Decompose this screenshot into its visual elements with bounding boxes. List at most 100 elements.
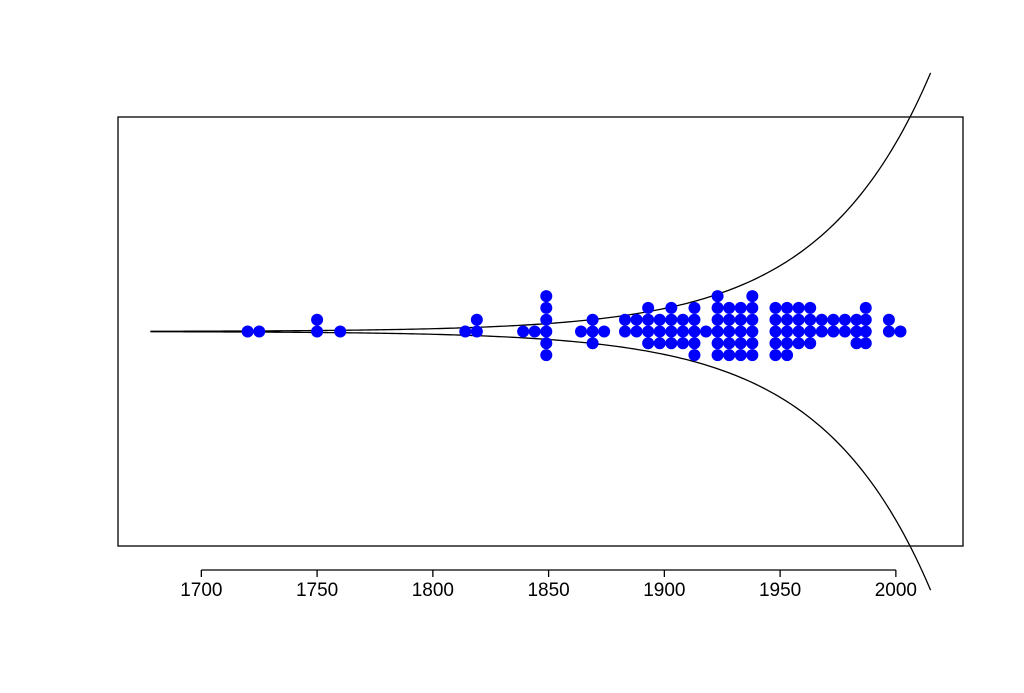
x-axis: 1700 1750 1800 1850 1900 1950 2000 (180, 569, 917, 601)
data-point (642, 337, 655, 350)
data-point (781, 349, 794, 362)
data-point (723, 337, 736, 350)
data-point (311, 313, 324, 326)
data-point (665, 301, 678, 314)
data-point (804, 313, 817, 326)
data-point (769, 301, 782, 314)
data-point (792, 301, 805, 314)
x-tick-label: 1700 (180, 580, 222, 601)
data-point (459, 325, 472, 338)
data-point (688, 313, 701, 326)
data-point (311, 325, 324, 338)
x-tick-label: 2000 (875, 580, 917, 601)
data-point (769, 349, 782, 362)
x-tick-label: 1950 (759, 580, 801, 601)
data-point (586, 313, 599, 326)
data-point (723, 349, 736, 362)
data-point (676, 325, 689, 338)
data-point (838, 325, 851, 338)
data-point (711, 337, 724, 350)
data-point (688, 325, 701, 338)
data-point (769, 325, 782, 338)
data-point (676, 337, 689, 350)
data-point (792, 313, 805, 326)
data-point (540, 349, 553, 362)
data-point (746, 349, 759, 362)
data-point (838, 313, 851, 326)
data-point (586, 337, 599, 350)
data-point (653, 325, 666, 338)
data-point (769, 337, 782, 350)
data-point (528, 325, 541, 338)
data-point (630, 325, 643, 338)
data-point (665, 325, 678, 338)
data-point (653, 337, 666, 350)
data-point (470, 325, 483, 338)
data-point (804, 325, 817, 338)
data-point (859, 301, 872, 314)
data-point (781, 337, 794, 350)
data-point (746, 301, 759, 314)
envelope-lower-curve (150, 331, 932, 591)
data-point (746, 337, 759, 350)
data-point (781, 325, 794, 338)
data-point (859, 337, 872, 350)
data-point (859, 313, 872, 326)
data-point (642, 313, 655, 326)
data-point (781, 313, 794, 326)
data-point (746, 325, 759, 338)
data-point (827, 325, 840, 338)
data-point (586, 325, 599, 338)
data-point (711, 349, 724, 362)
data-point (769, 313, 782, 326)
x-tick-label: 1750 (296, 580, 338, 601)
envelope-upper-curve (150, 72, 932, 332)
data-point (241, 325, 254, 338)
data-point (517, 325, 530, 338)
data-point (815, 325, 828, 338)
data-point (894, 325, 907, 338)
data-point (723, 313, 736, 326)
data-point (711, 301, 724, 314)
data-point (540, 313, 553, 326)
data-point (804, 301, 817, 314)
data-point (746, 313, 759, 326)
data-point (630, 313, 643, 326)
data-point (619, 313, 631, 326)
data-point (688, 349, 701, 362)
data-point (734, 301, 747, 314)
data-point (700, 325, 713, 338)
plot-frame (117, 116, 964, 547)
data-point (711, 290, 724, 303)
data-point (850, 313, 863, 326)
data-point (253, 325, 266, 338)
data-point (688, 337, 701, 350)
data-point (734, 337, 747, 350)
data-point (781, 301, 794, 314)
data-point (470, 313, 483, 326)
data-point (642, 301, 655, 314)
data-point (850, 325, 863, 338)
data-point (665, 337, 678, 350)
data-point (723, 325, 736, 338)
data-point (827, 313, 840, 326)
data-point (540, 290, 553, 303)
data-point (688, 301, 701, 314)
data-point (711, 313, 724, 326)
x-tick-label: 1850 (527, 580, 569, 601)
data-point (619, 325, 631, 338)
data-point (711, 325, 724, 338)
data-point (746, 290, 759, 303)
data-point (642, 325, 655, 338)
data-point (859, 325, 872, 338)
data-point (665, 313, 678, 326)
data-point (734, 349, 747, 362)
data-point (575, 325, 588, 338)
data-point (540, 325, 553, 338)
x-tick-label: 1800 (412, 580, 454, 601)
data-point (850, 337, 863, 350)
data-point (540, 337, 553, 350)
data-point (734, 325, 747, 338)
data-point (723, 301, 736, 314)
